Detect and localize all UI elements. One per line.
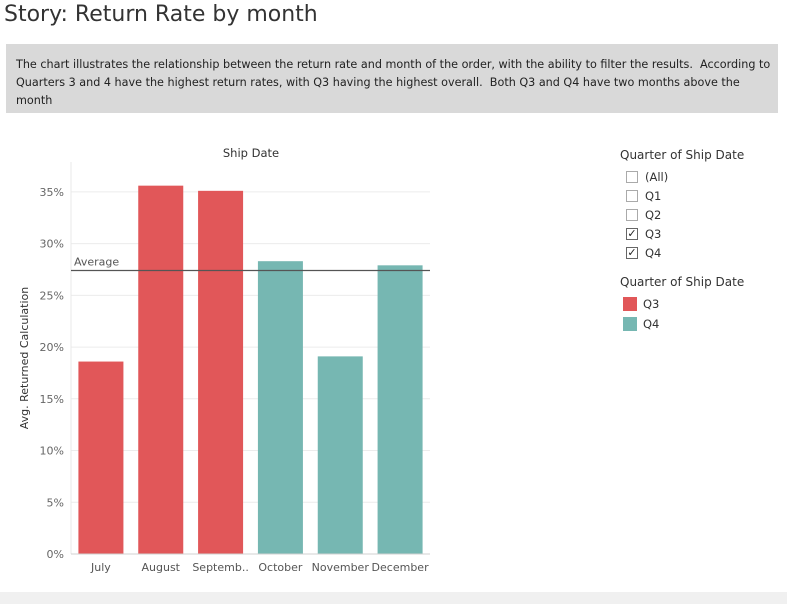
x-tick-label: Septemb.. — [192, 561, 249, 574]
checkbox[interactable]: ✓ — [626, 226, 638, 240]
filter-item-label: Q3 — [645, 226, 662, 241]
average-label: Average — [74, 256, 119, 269]
filter-list: (All) Q1 Q2 ✓ Q3 ✓ Q4 — [620, 167, 744, 262]
legend-item-q3[interactable]: Q3 — [620, 294, 744, 314]
filter-item-q3[interactable]: ✓ Q3 — [620, 224, 744, 243]
filter-title: Quarter of Ship Date — [620, 148, 745, 162]
filter-item-all[interactable]: (All) — [620, 167, 744, 186]
filter-item-label: Q2 — [645, 207, 662, 222]
legend-swatch — [623, 297, 637, 311]
average-reference-line: Average — [71, 256, 430, 272]
y-axis: 0% 5% 10% 15% 20% 25% 30% 35% — [40, 162, 72, 561]
legend-item-q4[interactable]: Q4 — [620, 314, 744, 334]
y-tick-label: 20% — [40, 341, 64, 354]
legend-label: Q4 — [643, 317, 660, 331]
bar-november[interactable] — [317, 356, 363, 554]
color-legend: Quarter of Ship Date Q3 Q4 — [620, 275, 744, 334]
x-tick-label: October — [258, 561, 302, 574]
x-tick-label: July — [90, 561, 111, 574]
bar-august[interactable] — [138, 185, 184, 554]
y-tick-label: 30% — [40, 238, 64, 251]
story-caption: The chart illustrates the relationship b… — [6, 44, 778, 113]
filter-item-label: (All) — [645, 169, 669, 184]
grid-lines — [71, 191, 430, 503]
filter-item-q2[interactable]: Q2 — [620, 205, 744, 224]
legend-swatch — [623, 317, 637, 331]
y-tick-label: 25% — [40, 289, 64, 302]
color-legend-title: Quarter of Ship Date — [620, 275, 745, 289]
chart-title: Ship Date — [223, 146, 279, 160]
checkbox[interactable] — [626, 208, 638, 221]
x-tick-label: December — [372, 561, 430, 574]
bar-septemb[interactable] — [198, 190, 244, 554]
filter-item-label: Q1 — [645, 188, 662, 203]
x-tick-label: November — [312, 561, 370, 574]
quarter-filter: Quarter of Ship Date (All) Q1 Q2 ✓ Q3 ✓ Q4 — [620, 148, 744, 262]
bar-july[interactable] — [78, 361, 124, 554]
y-tick-label: 15% — [40, 393, 64, 406]
filter-item-q4[interactable]: ✓ Q4 — [620, 243, 744, 262]
x-axis: July August Septemb.. October November Decemb… — [71, 553, 430, 574]
checkbox[interactable] — [626, 170, 638, 183]
y-tick-label: 5% — [47, 496, 64, 509]
x-tick-label: August — [142, 561, 181, 574]
bars — [78, 185, 423, 554]
footer-bar — [0, 592, 787, 604]
color-legend-list: Q3 Q4 — [620, 294, 744, 334]
filter-item-q1[interactable]: Q1 — [620, 186, 744, 205]
filter-item-label: Q4 — [645, 245, 662, 260]
bar-december[interactable] — [377, 265, 423, 554]
bar-october[interactable] — [257, 261, 303, 554]
y-tick-label: 35% — [40, 186, 64, 199]
checkbox[interactable] — [626, 189, 638, 202]
y-axis-label: Avg. Returned Calculation — [18, 287, 31, 430]
y-tick-label: 0% — [47, 548, 64, 561]
checkbox[interactable]: ✓ — [626, 245, 638, 259]
legend-label: Q3 — [643, 297, 660, 311]
y-tick-label: 10% — [40, 445, 64, 458]
story-title: Story: Return Rate by month — [4, 2, 318, 27]
bar-chart: 0% 5% 10% 15% 20% 25% 30% 35% July August Septemb… — [18, 146, 430, 574]
